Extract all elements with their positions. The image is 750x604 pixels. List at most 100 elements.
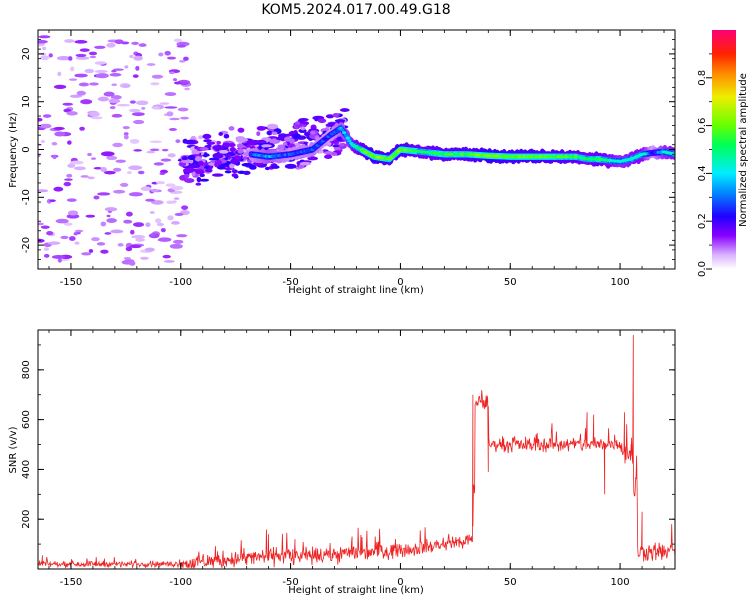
spectrogram-noise-cell bbox=[88, 51, 98, 56]
spectrogram-noise-cell bbox=[104, 232, 112, 235]
snr-y-tick-label: 400 bbox=[21, 460, 32, 479]
spectrogram-noise-cell bbox=[68, 78, 78, 81]
spectrogram-noise-cell bbox=[75, 56, 90, 60]
spectrogram-noise-cell bbox=[88, 249, 94, 253]
spectrogram-cloud-cell bbox=[199, 178, 210, 182]
spectrogram-noise-cell bbox=[135, 237, 145, 242]
spectrogram-noise-cell bbox=[112, 142, 123, 148]
spectrogram-noise-cell bbox=[173, 38, 183, 43]
spectrogram-noise-cell bbox=[49, 199, 56, 203]
snr-y-tick-label: 600 bbox=[21, 410, 32, 429]
snr-x-tick-label: 100 bbox=[611, 577, 630, 588]
spectrogram-cloud-cell bbox=[216, 159, 222, 166]
spectrogram-noise-cell bbox=[111, 69, 117, 73]
spectrogram-noise-cell bbox=[133, 119, 145, 125]
spectrogram-cloud-cell bbox=[256, 131, 261, 137]
spectrogram-cloud-cell bbox=[255, 140, 267, 144]
spectrogram-noise-cell bbox=[149, 148, 160, 152]
spectrogram-noise-cell bbox=[123, 132, 129, 136]
spectrogram-noise-cell bbox=[62, 102, 74, 106]
spectrogram-noise-cell bbox=[94, 45, 106, 49]
spectrogram-noise-cell bbox=[53, 84, 67, 89]
spectrogram-noise-cell bbox=[38, 222, 44, 226]
spectrogram-cloud-cell bbox=[216, 165, 226, 170]
spectrogram-noise-cell bbox=[141, 107, 146, 110]
spectrogram-noise-cell bbox=[172, 239, 184, 244]
snr-y-tick-label: 800 bbox=[21, 360, 32, 379]
spectrogram-noise-cell bbox=[160, 228, 166, 233]
spectrogram-cloud-cell bbox=[180, 160, 192, 163]
spectrogram-noise-cell bbox=[81, 252, 92, 256]
spectrogram-noise-cell bbox=[172, 200, 177, 204]
spectrogram-noise-cell bbox=[66, 111, 78, 116]
spectrogram-noise-cell bbox=[164, 106, 178, 109]
spectrogram-noise-cell bbox=[158, 52, 164, 57]
spectrogram-noise-cell bbox=[150, 232, 155, 238]
spectrogram-cloud-cell bbox=[266, 130, 273, 136]
spectrogram-cloud-cell bbox=[333, 146, 341, 151]
spectrogram-noise-cell bbox=[38, 117, 43, 122]
spectrogram-noise-cell bbox=[80, 99, 93, 105]
spectrogram-cloud-cell bbox=[271, 131, 278, 135]
spectrogram-cloud-cell bbox=[195, 182, 202, 186]
spectrogram-cloud-cell bbox=[339, 143, 345, 147]
spectrogram-noise-cell bbox=[93, 195, 100, 200]
spectrogram-noise-cell bbox=[149, 210, 155, 215]
spectrogram-cloud-cell bbox=[211, 173, 224, 177]
spectrogram-x-tick-label: -100 bbox=[169, 277, 192, 288]
spectrogram-cloud-cell bbox=[231, 169, 238, 174]
spectrogram-noise-cell bbox=[67, 210, 79, 216]
spectrogram-noise-cell bbox=[57, 258, 62, 263]
spectrogram-cloud-cell bbox=[216, 140, 222, 145]
spectrogram-noise-cell bbox=[180, 81, 189, 85]
spectrogram-noise-cell bbox=[116, 103, 131, 107]
spectrogram-noise-cell bbox=[176, 234, 188, 238]
snr-x-tick-label: -50 bbox=[282, 577, 298, 588]
spectrogram-cloud-cell bbox=[212, 145, 224, 151]
spectrogram-noise-cell bbox=[165, 183, 176, 187]
spectrogram-noise-cell bbox=[151, 106, 161, 110]
spectrogram-noise-cell bbox=[74, 40, 88, 44]
spectrogram-noise-cell bbox=[52, 155, 57, 160]
spectrogram-noise-cell bbox=[67, 163, 76, 168]
spectrogram-cloud-cell bbox=[247, 139, 260, 146]
spectrogram-noise-cell bbox=[87, 152, 92, 157]
spectrogram-cloud-cell bbox=[191, 171, 196, 177]
spectrogram-y-tick-label: -10 bbox=[21, 189, 32, 205]
spectrogram-noise-cell bbox=[123, 134, 129, 140]
spectrogram-cloud-cell bbox=[203, 139, 212, 143]
spectrogram-noise-cell bbox=[38, 189, 49, 193]
colorbar-tick-label: 0.6 bbox=[697, 118, 708, 134]
spectrogram-cloud-cell bbox=[325, 114, 335, 119]
spectrogram-noise-cell bbox=[108, 99, 121, 104]
spectrogram-noise-cell bbox=[133, 222, 145, 227]
colorbar-tick-label: 0.0 bbox=[697, 261, 708, 277]
spectrogram-noise-cell bbox=[124, 65, 129, 69]
spectrogram-noise-cell bbox=[63, 108, 72, 113]
spectrogram-noise-cell bbox=[120, 182, 129, 187]
spectrogram-cloud-cell bbox=[310, 130, 316, 135]
spectrogram-noise-cell bbox=[168, 128, 178, 131]
spectrogram-cloud-cell bbox=[324, 154, 333, 159]
spectrogram-noise-cell bbox=[79, 126, 85, 131]
spectrogram-noise-cell bbox=[89, 82, 99, 86]
spectrogram-cloud-cell bbox=[194, 169, 205, 175]
spectrogram-noise-cell bbox=[40, 140, 45, 143]
spectrogram-noise-cell bbox=[174, 212, 184, 216]
spectrogram-cloud-cell bbox=[275, 136, 287, 141]
spectrogram-noise-cell bbox=[100, 167, 107, 173]
spectrogram-noise-cell bbox=[180, 116, 190, 120]
spectrogram-noise-cell bbox=[97, 96, 109, 102]
spectrogram-noise-cell bbox=[94, 69, 108, 73]
spectrogram-noise-cell bbox=[129, 100, 136, 104]
spectrogram-noise-cell bbox=[38, 39, 48, 44]
spectrogram-noise-cell bbox=[166, 200, 175, 205]
spectrogram-noise-cell bbox=[132, 74, 139, 78]
spectrogram-noise-cell bbox=[111, 83, 118, 87]
spectrogram-xlabel: Height of straight line (km) bbox=[288, 285, 424, 296]
spectrogram-noise-cell bbox=[166, 56, 177, 60]
spectrogram-noise-cell bbox=[167, 215, 174, 221]
spectrogram-noise-cell bbox=[103, 170, 116, 175]
